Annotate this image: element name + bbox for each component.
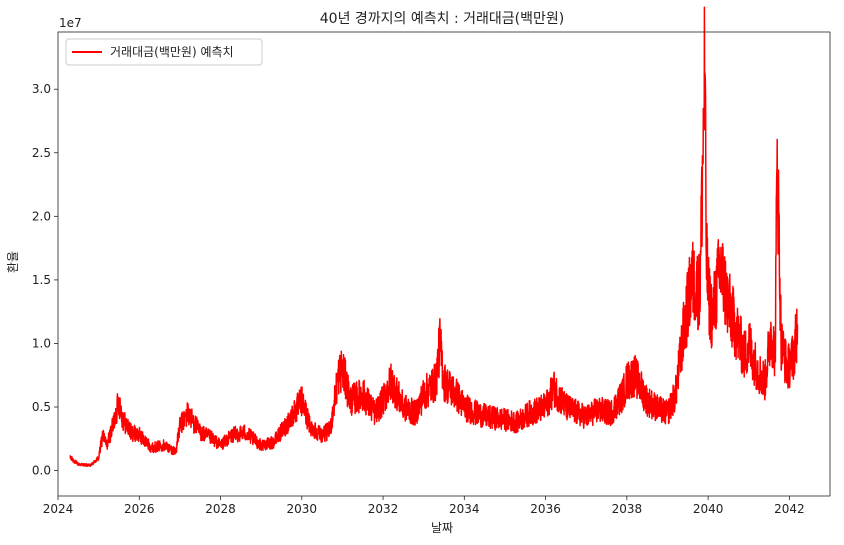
x-tick-label: 2042 (774, 502, 805, 516)
x-tick-label: 2032 (368, 502, 399, 516)
y-tick-label: 1.0 (32, 336, 51, 350)
y-tick-label: 0.5 (32, 400, 51, 414)
series-line (69, 6, 799, 468)
x-tick-label: 2040 (693, 502, 724, 516)
legend-label: 거래대금(백만원) 예측치 (110, 45, 234, 59)
legend: 거래대금(백만원) 예측치 (65, 38, 263, 66)
x-tick-label: 2034 (449, 502, 480, 516)
legend-box (65, 38, 263, 66)
x-axis-title: 날짜 (431, 521, 453, 535)
chart-title: 40년 경까지의 예측치 : 거래대금(백만원) (320, 11, 564, 27)
y-tick-label: 3.0 (32, 82, 51, 96)
y-tick-label: 2.5 (32, 146, 51, 160)
axes-layer: 2024 2026 2028 2030 2032 2034 2036 2038 2040 2042… (32, 31, 831, 516)
y-axis-title: 환율 (6, 251, 20, 273)
axes-frame (57, 31, 831, 497)
y-tick-label: 1.5 (32, 273, 51, 287)
plot-layer (69, 6, 799, 468)
x-tick-label: 2024 (43, 502, 74, 516)
y-offset-label: 1e7 (59, 16, 82, 30)
x-tick-label: 2038 (612, 502, 643, 516)
y-tick-label: 2.0 (32, 209, 51, 223)
x-tick-label: 2036 (530, 502, 561, 516)
x-tick-label: 2028 (205, 502, 236, 516)
x-tick-label: 2030 (287, 502, 318, 516)
x-tick-label: 2026 (124, 502, 155, 516)
y-tick-label: 0.0 (32, 464, 51, 478)
